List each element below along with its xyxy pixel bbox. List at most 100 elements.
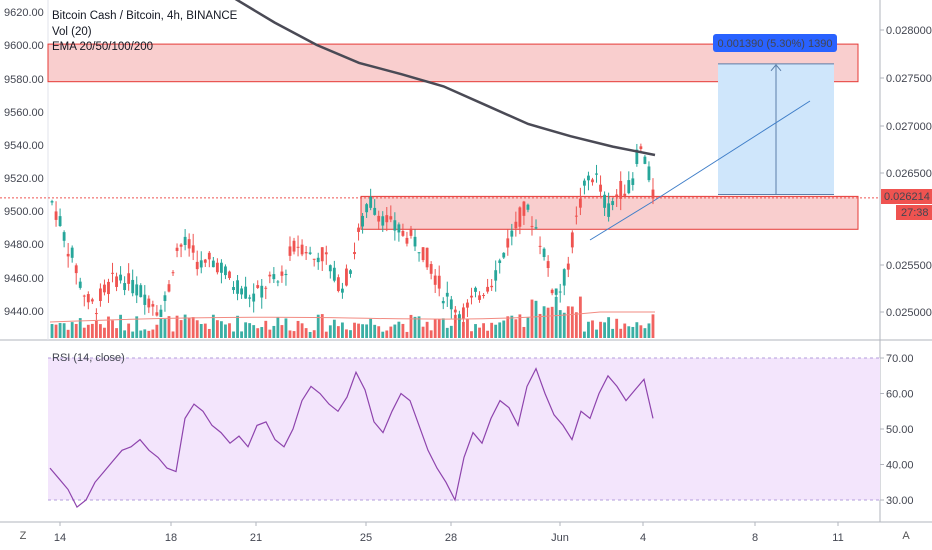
volume-bar	[574, 312, 578, 338]
volume-bar	[619, 328, 623, 338]
volume-bar	[308, 331, 312, 338]
volume-bar	[587, 321, 590, 338]
volume-bar	[332, 319, 336, 338]
volume-bar	[203, 323, 207, 338]
volume-bar	[494, 324, 498, 338]
candle-body	[389, 216, 393, 220]
candle-body	[195, 261, 199, 270]
candle-body	[611, 201, 615, 206]
volume-bar	[566, 306, 570, 338]
candle-body	[574, 215, 578, 217]
candle-body	[462, 307, 465, 319]
candle-body	[252, 293, 256, 302]
volume-bar	[453, 314, 457, 338]
auto-scale-right-button[interactable]: A	[902, 530, 910, 542]
candle-body	[276, 281, 280, 283]
projection-label-bg	[713, 34, 837, 52]
candle-body	[220, 262, 223, 273]
volume-bar	[99, 324, 102, 338]
left-price-label: 9460.00	[4, 273, 44, 285]
time-label: 25	[360, 532, 372, 544]
candle-body	[578, 198, 582, 208]
candle-body	[341, 288, 344, 293]
volume-bar	[482, 323, 485, 338]
candle-body	[607, 203, 611, 217]
candle-body	[292, 240, 296, 252]
volume-bar	[353, 322, 356, 338]
volume-bar	[498, 322, 502, 338]
volume-bar	[635, 322, 639, 338]
candle-body	[240, 288, 243, 295]
candle-body	[86, 294, 90, 303]
left-price-label: 9620.00	[4, 7, 44, 19]
volume-bar	[324, 331, 328, 338]
rsi-axis-label: 50.00	[886, 424, 914, 436]
time-label: 21	[250, 532, 262, 544]
candle-body	[324, 252, 328, 255]
candle-body	[449, 299, 453, 310]
candle-body	[627, 180, 631, 194]
volume-bar	[328, 325, 332, 338]
volume-bar	[389, 326, 393, 338]
candle-body	[651, 189, 655, 199]
candle-body	[361, 215, 364, 227]
right-price-label: 0.027500	[886, 73, 932, 85]
rsi-axis-label: 30.00	[886, 495, 914, 507]
volume-bar	[50, 324, 54, 338]
volume-bar	[119, 314, 122, 338]
volume-bar	[405, 331, 409, 338]
candle-body	[66, 253, 70, 257]
volume-bar	[199, 324, 203, 338]
volume-bar	[183, 314, 187, 338]
volume-bar	[215, 320, 219, 338]
volume-bar	[187, 317, 191, 338]
volume-bar	[312, 330, 316, 338]
candle-body	[175, 247, 179, 251]
right-price-label: 0.028000	[886, 25, 932, 37]
candle-body	[550, 289, 554, 294]
legend-volume: Vol (20)	[52, 26, 92, 38]
candle-body	[103, 284, 106, 293]
candle-body	[595, 173, 598, 175]
volume-bar	[361, 324, 364, 338]
volume-bar	[236, 315, 239, 338]
volume-bar	[191, 317, 195, 338]
time-label: 28	[445, 532, 457, 544]
candle-body	[300, 244, 304, 255]
candle-body	[82, 295, 86, 297]
volume-bar	[135, 316, 139, 338]
volume-bar	[268, 329, 272, 338]
candle-body	[587, 175, 590, 181]
candle-body	[90, 299, 94, 302]
candle-body	[570, 232, 574, 248]
candle-body	[151, 304, 155, 307]
volume-bar	[365, 324, 369, 338]
volume-bar	[502, 320, 506, 338]
candle-body	[215, 262, 219, 273]
volume-bar	[558, 310, 562, 338]
candle-body	[357, 227, 360, 232]
candle-body	[264, 287, 268, 289]
volume-bar	[272, 325, 276, 338]
volume-bar	[627, 326, 631, 338]
volume-bar	[232, 331, 235, 338]
legend-ema: EMA 20/50/100/200	[52, 41, 153, 53]
projection-arrowhead	[770, 64, 782, 72]
candle-body	[320, 247, 324, 262]
candle-body	[413, 236, 417, 247]
candle-body	[603, 194, 606, 208]
volume-bar	[643, 328, 647, 338]
candle-body	[187, 239, 191, 249]
volume-bar	[131, 331, 135, 338]
candle-body	[566, 263, 570, 270]
candle-body	[643, 156, 647, 164]
candle-body	[365, 204, 369, 213]
candle-body	[62, 232, 66, 241]
candle-body	[224, 266, 227, 276]
volume-bar	[470, 331, 473, 338]
time-label: 4	[640, 532, 646, 544]
auto-scale-left-button[interactable]: Z	[19, 530, 27, 542]
candle-body	[518, 207, 522, 227]
volume-bar	[90, 323, 94, 338]
